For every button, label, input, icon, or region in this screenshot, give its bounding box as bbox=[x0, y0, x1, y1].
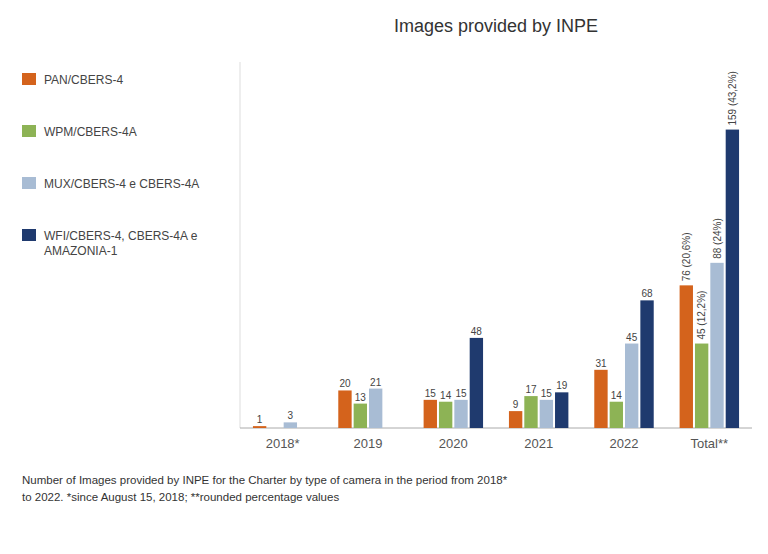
data-label: 15 bbox=[455, 388, 467, 399]
text-line: Number of Images provided by INPE for th… bbox=[22, 474, 508, 486]
bar bbox=[253, 426, 266, 428]
data-label: 88 (24%) bbox=[712, 218, 723, 259]
bar bbox=[726, 130, 739, 428]
data-label: 31 bbox=[595, 358, 607, 369]
data-labels: 1 20 15 9 31 76 (20,6%) 13 14 17 14 45 (12,2%) 3 21 1… bbox=[257, 71, 738, 425]
data-label: 21 bbox=[370, 377, 382, 388]
data-label: 13 bbox=[355, 392, 367, 403]
data-label: 19 bbox=[556, 380, 568, 391]
data-label: 3 bbox=[288, 410, 294, 421]
x-tick-label: 2022 bbox=[610, 436, 639, 451]
x-axis-line bbox=[240, 428, 752, 429]
bars bbox=[253, 130, 739, 428]
x-tick-label: 2021 bbox=[524, 436, 553, 451]
x-tick-label: Total** bbox=[691, 436, 729, 451]
x-tick-label: 2018* bbox=[266, 436, 300, 451]
data-label: 68 bbox=[641, 288, 653, 299]
text-line: MUX/CBERS-4 e CBERS-4A bbox=[44, 177, 199, 191]
bar bbox=[384, 428, 397, 429]
bar bbox=[524, 396, 537, 428]
legend-label: PAN/CBERS-4 bbox=[44, 73, 123, 87]
data-label: 15 bbox=[425, 388, 437, 399]
data-label: 20 bbox=[339, 378, 351, 389]
data-label: 159 (43,2%) bbox=[727, 71, 738, 125]
x-tick-label: 2020 bbox=[439, 436, 468, 451]
text-line: PAN/CBERS-4 bbox=[44, 73, 123, 87]
bar bbox=[625, 344, 638, 428]
x-tick-label: 2019 bbox=[354, 436, 383, 451]
bar bbox=[338, 390, 351, 428]
bar bbox=[268, 428, 281, 429]
legend: PAN/CBERS-4 WPM/CBERS-4A MUX/CBERS-4 e CBE… bbox=[22, 73, 199, 258]
bar bbox=[610, 402, 623, 428]
text-line: to 2022. *since August 15, 2018; **round… bbox=[22, 491, 339, 503]
bar bbox=[454, 400, 467, 428]
chart: Images provided by INPE 1 20 15 9 31 76 (20,6%… bbox=[0, 0, 768, 554]
legend-label: WPM/CBERS-4A bbox=[44, 125, 137, 139]
bar bbox=[680, 285, 693, 428]
legend-label: WFI/CBERS-4, CBERS-4A eAMAZONIA-1 bbox=[44, 229, 198, 258]
bar bbox=[695, 344, 708, 428]
bar bbox=[424, 400, 437, 428]
bar bbox=[439, 402, 452, 428]
y-axis-line bbox=[240, 62, 241, 428]
bar bbox=[540, 400, 553, 428]
text-line: WFI/CBERS-4, CBERS-4A e bbox=[44, 229, 198, 243]
bar bbox=[555, 392, 568, 428]
text-line: AMAZONIA-1 bbox=[44, 244, 118, 258]
data-label: 45 (12,2%) bbox=[696, 291, 707, 340]
bar bbox=[470, 338, 483, 428]
bar bbox=[299, 428, 312, 429]
bar bbox=[284, 422, 297, 428]
bar bbox=[594, 370, 607, 428]
data-label: 14 bbox=[440, 390, 452, 401]
data-label: 48 bbox=[471, 326, 483, 337]
legend-label: MUX/CBERS-4 e CBERS-4A bbox=[44, 177, 199, 191]
bar bbox=[369, 389, 382, 428]
data-label: 9 bbox=[513, 399, 519, 410]
legend-swatch bbox=[22, 73, 36, 85]
data-label: 45 bbox=[626, 332, 638, 343]
data-label: 14 bbox=[611, 390, 623, 401]
bar bbox=[640, 300, 653, 428]
footnote: Number of Images provided by INPE for th… bbox=[22, 474, 508, 503]
legend-swatch bbox=[22, 229, 36, 241]
bar bbox=[509, 411, 522, 428]
data-label: 15 bbox=[541, 388, 553, 399]
data-label: 76 (20,6%) bbox=[681, 232, 692, 281]
data-label: 17 bbox=[525, 384, 537, 395]
bar bbox=[710, 263, 723, 428]
title: Images provided by INPE bbox=[394, 16, 598, 36]
text-line: WPM/CBERS-4A bbox=[44, 125, 137, 139]
bar bbox=[354, 404, 367, 428]
legend-swatch bbox=[22, 177, 36, 189]
data-label: 1 bbox=[257, 414, 263, 425]
legend-swatch bbox=[22, 125, 36, 137]
